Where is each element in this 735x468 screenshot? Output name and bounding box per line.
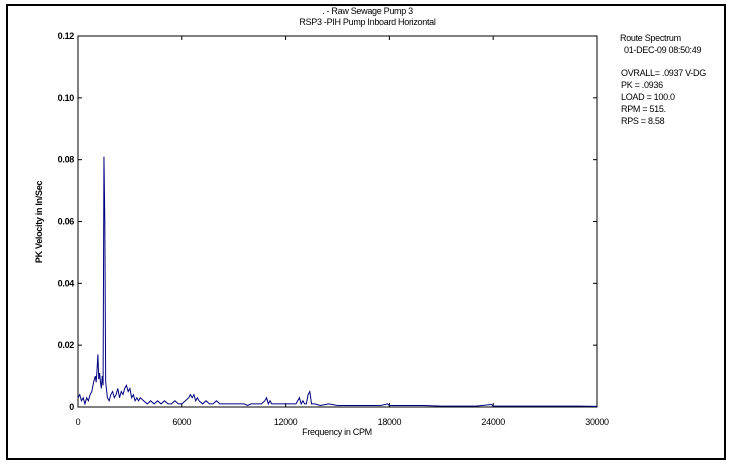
info-timestamp: 01-DEC-09 08:50:49 [624, 45, 702, 55]
x-tick-label: 24000 [481, 417, 505, 427]
chart-title-line2: RSP3 -PIH Pump Inboard Horizontal [299, 17, 436, 27]
spectrum-series-line [77, 156, 598, 407]
y-tick-label: 0.02 [58, 340, 75, 350]
y-axis-label: PK Velocity in In/Sec [34, 181, 44, 264]
x-axis-ticks: 0 6000 12000 18000 24000 30000 [76, 36, 609, 427]
chart-frame [6, 4, 726, 460]
info-load: LOAD = 100.0 [621, 92, 675, 102]
y-tick-label: 0.08 [58, 155, 75, 165]
info-rpm: RPM = 515. [621, 104, 666, 114]
y-tick-label: 0.10 [58, 93, 75, 103]
x-axis-label: Frequency in CPM [302, 427, 372, 437]
x-tick-label: 12000 [274, 417, 298, 427]
info-pk: PK = .0936 [621, 80, 663, 90]
x-tick-label: 18000 [378, 417, 402, 427]
info-rps: RPS = 8.58 [621, 116, 665, 126]
y-axis-ticks: 0 0.02 0.04 0.06 0.08 0.10 0.12 [58, 31, 597, 412]
chart-title-line1: . - Raw Sewage Pump 3 [322, 6, 413, 16]
y-tick-label: 0.12 [58, 31, 75, 41]
info-route-spectrum: Route Spectrum [620, 33, 681, 43]
y-tick-label: 0 [69, 402, 74, 412]
x-tick-label: 30000 [585, 417, 609, 427]
plot-area [77, 35, 598, 408]
x-tick-label: 0 [76, 417, 81, 427]
info-overall: OVRALL= .0937 V-DG [621, 68, 706, 78]
y-tick-label: 0.06 [58, 217, 75, 227]
y-tick-label: 0.04 [58, 278, 75, 288]
x-tick-label: 6000 [172, 417, 191, 427]
